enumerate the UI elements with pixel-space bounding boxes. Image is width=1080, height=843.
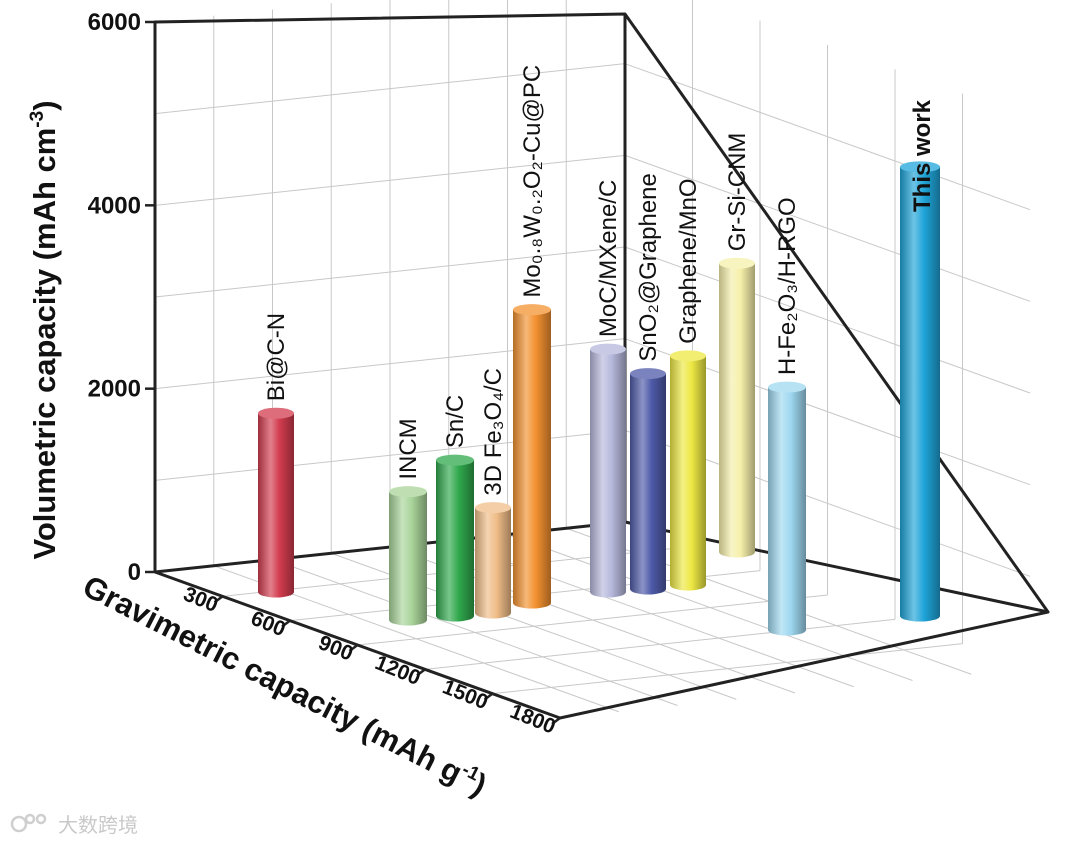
y-tick-label: 0	[128, 559, 141, 586]
bar-label-5: Mo₀.₈W₀.₂O₂-Cu@PC	[519, 65, 546, 298]
y-tick-label: 6000	[88, 9, 141, 36]
bar-label-3: Sn/C	[442, 395, 469, 448]
x-tick-label: 300	[180, 583, 221, 617]
bar-label-4: 3D Fe₃O₄/C	[480, 368, 507, 496]
bar-label-8: Graphene/MnO	[675, 178, 702, 343]
x-tick-label: 1800	[507, 700, 559, 739]
x-tick-label: 1500	[439, 675, 491, 714]
bar-1	[258, 407, 294, 598]
bar-9	[719, 257, 755, 558]
bar-8	[670, 350, 706, 591]
bar-6	[590, 343, 626, 598]
y-axis-title: Volumetric capacity (mAh cm-3)	[27, 100, 62, 559]
bar-label-9: Gr-Si-CNM	[724, 133, 751, 252]
bar-10	[768, 381, 806, 636]
x-tick-label: 900	[315, 631, 356, 665]
bar-3	[436, 454, 474, 622]
y-tick-label: 4000	[88, 192, 141, 219]
bar-7	[630, 368, 666, 595]
y-axis-ticks: 0 2000 4000 6000	[88, 9, 155, 586]
bar-label-7: SnO₂@Graphene	[635, 173, 662, 361]
bar-label-1: Bi@C-N	[263, 313, 290, 401]
watermark-logo-icon	[10, 813, 47, 833]
bar-label-2: INCM	[395, 418, 422, 479]
bar-label-6: MoC/MXene/C	[595, 180, 622, 337]
bar-label-11: This work	[909, 99, 936, 212]
bars	[258, 161, 940, 636]
bar-4	[475, 502, 511, 619]
bar-5	[513, 304, 551, 609]
bar-2	[389, 486, 427, 626]
back-wall-grid	[154, 0, 1031, 644]
bar-labels: Bi@C-N INCM Sn/C 3D Fe₃O₄/C Mo₀.₈W₀.₂O₂-Cu@P…	[263, 65, 936, 496]
bar-11	[900, 161, 940, 622]
x-axis-title: Gravimetric capacity (mAh g-1)	[77, 568, 492, 802]
y-tick-label: 2000	[88, 376, 141, 403]
x-tick-label: 1200	[372, 651, 424, 690]
bar-label-10: H-Fe₂O₃/H-RGO	[774, 197, 801, 375]
x-tick-label: 600	[248, 607, 289, 641]
watermark: 大数跨境	[10, 808, 138, 838]
watermark-text: 大数跨境	[58, 812, 138, 837]
